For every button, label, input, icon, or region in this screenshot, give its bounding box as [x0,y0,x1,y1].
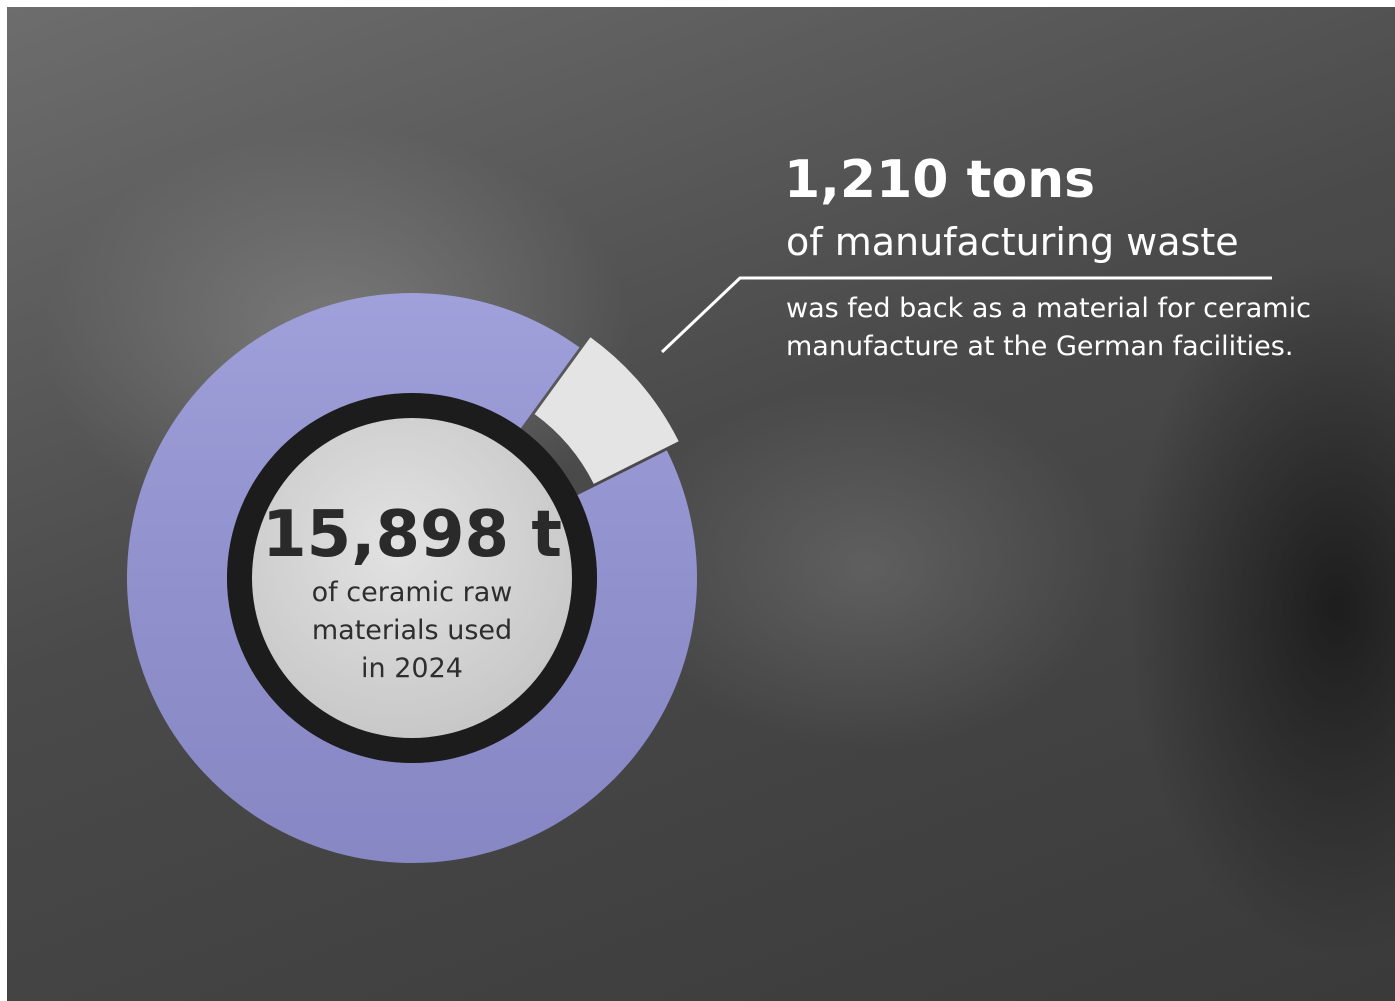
total-value: 15,898 t [262,498,562,572]
leader-line [660,276,1272,354]
highlight-subtitle: of manufacturing waste [786,220,1239,264]
total-caption: of ceramic raw materials used in 2024 [311,577,513,684]
waste-wedge [534,337,679,484]
highlight-caption: was fed back as a material for ceramic m… [786,293,1311,362]
inner-disc [252,418,572,738]
ring-shade [127,292,698,863]
highlight-value: 1,210 tons [784,150,1096,210]
